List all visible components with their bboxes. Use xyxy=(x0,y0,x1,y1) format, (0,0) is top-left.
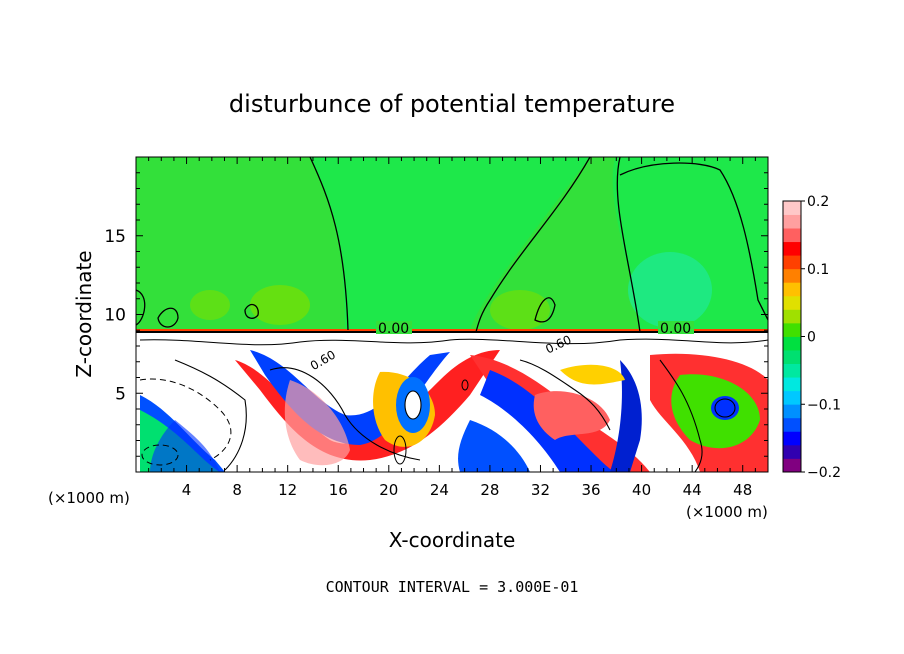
colorbar-segment xyxy=(783,214,801,229)
y-tick-label: 10 xyxy=(104,306,126,326)
contour-core-1 xyxy=(404,390,422,420)
contour-line-8 xyxy=(534,297,556,323)
contour-line-11 xyxy=(269,367,421,461)
contour-line-13 xyxy=(659,359,703,472)
colorbar-segment xyxy=(783,336,801,351)
x-tick-label: 24 xyxy=(430,481,449,499)
contour-dashed-2 xyxy=(141,444,179,466)
colorbar-segment xyxy=(783,241,801,256)
colorbar-segment xyxy=(783,417,801,432)
x-tick-label: 12 xyxy=(278,481,297,499)
contour-line-3 xyxy=(616,157,641,333)
colorbar-segment xyxy=(783,295,801,310)
upper-blob-1 xyxy=(628,252,712,328)
upper-blob-4 xyxy=(190,290,230,320)
x-tick-label: 16 xyxy=(329,481,348,499)
y-axis: 5 10 15 xyxy=(104,172,768,457)
eddy-green-3 xyxy=(284,380,350,466)
contour-dashed-1 xyxy=(139,378,232,461)
x-tick-label: 20 xyxy=(379,481,398,499)
x-unit-left: (×1000 m) xyxy=(48,489,130,507)
y-axis-label: Z-coordinate xyxy=(72,250,96,377)
colorbar-segment xyxy=(783,404,801,419)
colorbar-tick-label: −0.2 xyxy=(807,465,841,481)
contour-line-10 xyxy=(174,359,247,471)
colorbar-segment xyxy=(783,390,801,405)
interface-band-white xyxy=(136,333,768,339)
x-unit-right: (×1000 m) xyxy=(686,503,768,521)
colorbar-segment xyxy=(783,201,801,215)
contour-line-5 xyxy=(136,289,146,326)
contour-core-3 xyxy=(461,379,469,391)
eddy-yellow-2 xyxy=(560,364,625,385)
colorbar-segment xyxy=(783,444,801,459)
y-tick-label: 5 xyxy=(115,384,126,404)
x-tick-label: 36 xyxy=(581,481,600,499)
colorbar-segment xyxy=(783,309,801,324)
colorbar-segment xyxy=(783,268,801,283)
colorbar-tick-label: 0.1 xyxy=(807,262,829,278)
chart-title: disturbunce of potential temperature xyxy=(229,90,675,118)
contour-label-1: 0.00 xyxy=(378,321,409,337)
colorbar-segment xyxy=(783,458,801,473)
colorbar-segment xyxy=(783,377,801,392)
x-tick-label: 4 xyxy=(182,481,192,499)
colorbar-segment xyxy=(783,363,801,378)
x-tick-label: 32 xyxy=(531,481,550,499)
heatmap-field xyxy=(136,157,768,472)
colorbar-segment xyxy=(783,350,801,364)
colorbar-segment xyxy=(783,255,801,270)
x-tick-label: 8 xyxy=(232,481,242,499)
contour-line-6 xyxy=(157,307,179,328)
contour-line-9 xyxy=(139,338,768,346)
contour-label-2: 0.00 xyxy=(660,321,691,337)
contour-label-bg-1 xyxy=(376,321,412,334)
contour-label-bg-2 xyxy=(658,321,694,334)
colorbar-tick-label: 0.2 xyxy=(807,194,829,210)
contour-line-4 xyxy=(619,162,768,321)
colorbar-segment xyxy=(783,282,801,297)
colorbar-tick-label: 0 xyxy=(807,330,816,346)
x-tick-label: 28 xyxy=(480,481,499,499)
colorbar: 0.2 0.1 0 −0.1 −0.2 xyxy=(782,194,841,481)
colorbar-segment xyxy=(783,431,801,446)
x-tick-label: 40 xyxy=(632,481,651,499)
eddy-blue-5 xyxy=(610,360,642,472)
contour-line-12 xyxy=(519,359,611,431)
footer-contour-interval: CONTOUR INTERVAL = 3.000E-01 xyxy=(326,578,579,596)
x-axis: 4 8 12 16 20 24 28 32 36 40 44 48 xyxy=(148,157,756,499)
contour-core-4 xyxy=(393,435,407,465)
x-tick-label: 48 xyxy=(733,481,752,499)
upper-blob-3 xyxy=(490,290,550,330)
contour-line-2 xyxy=(475,157,591,333)
x-axis-label: X-coordinate xyxy=(389,528,516,552)
eddy-core-white-1 xyxy=(405,391,421,419)
lower-turbulent-layer xyxy=(136,338,768,472)
contour-core-2 xyxy=(714,398,736,418)
contour-line-7 xyxy=(244,303,259,319)
eddy-blue-6 xyxy=(150,420,220,472)
colorbar-segment xyxy=(783,322,801,337)
upper-blob-2 xyxy=(250,285,310,325)
upper-plume-left xyxy=(310,157,590,330)
contour-line-1 xyxy=(309,157,349,331)
colorbar-tick-label: −0.1 xyxy=(807,397,841,413)
x-tick-label: 44 xyxy=(683,481,702,499)
colorbar-segment xyxy=(783,228,801,243)
y-tick-label: 15 xyxy=(104,227,126,247)
eddy-blue-4 xyxy=(458,420,530,472)
